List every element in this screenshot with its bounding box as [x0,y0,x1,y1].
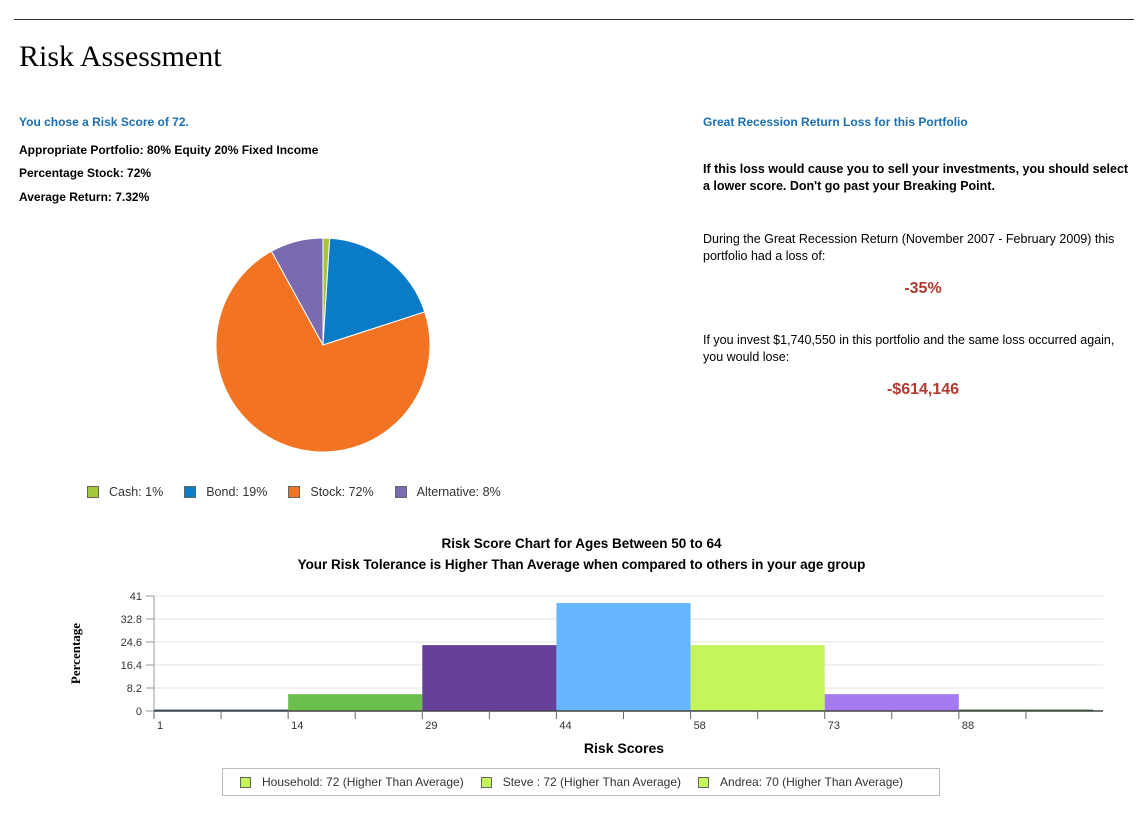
x-tick-label: 73 [828,720,840,732]
histogram-bar-58-73[interactable] [690,645,825,711]
risk-choice-heading: You chose a Risk Score of 72. [19,115,189,129]
y-tick-label: 32.8 [121,614,142,626]
percentage-stock-line: Percentage Stock: 72% [19,166,152,180]
legend-item-stock[interactable]: Stock: 72% [288,485,374,499]
recession-description: During the Great Recession Return (Novem… [703,232,1115,263]
legend-item-andrea[interactable]: Andrea: 70 (Higher Than Average) [698,775,903,789]
histogram-title: Risk Score Chart for Ages Between 50 to … [441,536,722,551]
average-return-line: Average Return: 7.32% [19,190,150,204]
risk-score-histogram: Percentage 0 8.2 16.4 24.6 32.8 41 1 14 29 44 58 73 8… [68,591,1103,756]
legend-swatch [184,486,197,498]
breaking-point-warning: If this loss would cause you to sell you… [703,162,1129,193]
legend-item-cash[interactable]: Cash: 1% [87,485,163,499]
portfolio-line: Appropriate Portfolio: 80% Equity 20% Fi… [19,143,319,157]
x-tick-label: 1 [157,720,163,732]
pie-slice-bond[interactable] [322,237,426,346]
histogram-bar-73-88[interactable] [824,694,959,711]
legend-item-household[interactable]: Household: 72 (Higher Than Average) [240,775,464,789]
legend-swatch [480,776,492,788]
legend-label: Stock: 72% [310,485,374,499]
loss-amount: -$614,146 [886,381,960,398]
histogram-bar-14-29[interactable] [288,694,423,711]
y-axis-title: Percentage [68,623,83,684]
y-tick-label: 16.4 [121,660,142,672]
legend-label: Cash: 1% [109,485,164,499]
legend-swatch [87,486,99,498]
allocation-pie-chart [215,237,431,453]
histogram-bar-44-58[interactable] [556,603,691,711]
y-tick-label: 24.6 [121,637,142,649]
x-tick-label: 88 [962,720,974,732]
investment-description: If you invest $1,740,550 in this portfol… [703,333,1115,364]
histogram-legend: Household: 72 (Higher Than Average) Stev… [222,768,940,796]
legend-swatch [394,486,407,498]
x-tick-label: 44 [559,720,571,732]
x-axis-title: Risk Scores [584,740,664,756]
x-tick-label: 14 [291,720,303,732]
legend-item-alternative[interactable]: Alternative: 8% [394,485,501,499]
legend-label: Bond: 19% [206,485,268,499]
x-tick-label: 58 [694,720,706,732]
allocation-legend: Cash: 1% Bond: 19% Stock: 72% Alternativ… [87,485,522,499]
legend-label: Steve : 72 (Higher Than Average) [502,775,682,789]
histogram-bar-29-44[interactable] [422,645,557,711]
legend-label: Alternative: 8% [416,485,501,499]
legend-item-bond[interactable]: Bond: 19% [184,485,267,499]
legend-item-steve[interactable]: Steve : 72 (Higher Than Average) [480,775,682,789]
y-tick-label: 0 [136,706,142,718]
legend-label: Household: 72 (Higher Than Average) [262,775,464,789]
pie-slice-alternative[interactable] [270,237,324,346]
top-divider [14,19,1134,20]
y-tick-label: 41 [130,591,142,603]
y-tick-label: 8.2 [127,683,142,695]
legend-swatch [698,776,710,788]
legend-swatch [240,776,251,788]
histogram-subtitle: Your Risk Tolerance is Higher Than Avera… [297,557,866,572]
page-title: Risk Assessment [19,40,222,73]
legend-swatch [288,486,301,498]
x-tick-label: 29 [425,720,437,732]
pie-slice-stock[interactable] [215,250,431,453]
loss-percent: -35% [904,280,942,297]
recession-heading: Great Recession Return Loss for this Por… [703,115,968,129]
legend-label: Andrea: 70 (Higher Than Average) [720,775,904,789]
